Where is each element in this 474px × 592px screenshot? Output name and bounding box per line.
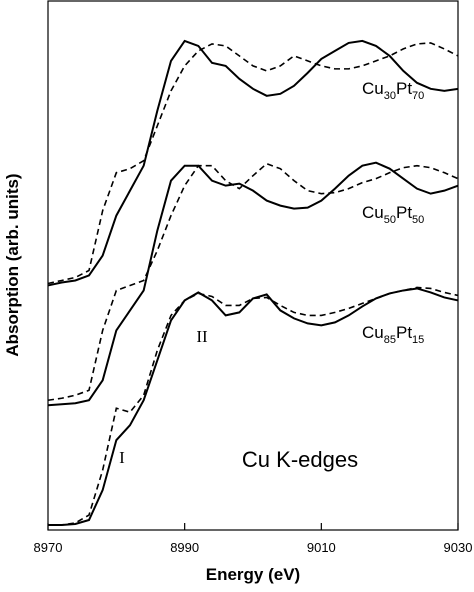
y-axis-title: Absorption (arb. units) bbox=[3, 173, 22, 356]
x-tick-label: 9010 bbox=[307, 540, 336, 555]
annotation: Cu K-edges bbox=[242, 447, 358, 472]
dashed-line bbox=[48, 286, 459, 526]
subscript: 30 bbox=[384, 90, 396, 102]
element: Cu bbox=[362, 203, 384, 222]
x-tick-label: 8990 bbox=[170, 540, 199, 555]
subscript: 50 bbox=[384, 214, 396, 226]
subscript: 15 bbox=[412, 334, 424, 346]
sample-label: Cu50Pt50 bbox=[362, 203, 424, 226]
solid-line bbox=[47, 161, 459, 407]
dashed-line bbox=[47, 42, 459, 285]
subscript: 70 bbox=[412, 90, 424, 102]
element: Cu bbox=[362, 79, 384, 98]
subscript: 50 bbox=[412, 214, 424, 226]
element: Pt bbox=[396, 203, 412, 222]
sample-label: Cu85Pt15 bbox=[362, 323, 424, 346]
plot-frame bbox=[47, 0, 459, 531]
x-tick-label: 8970 bbox=[34, 540, 63, 555]
dashed-line bbox=[47, 162, 459, 402]
element: Cu bbox=[362, 323, 384, 342]
x-axis-title: Energy (eV) bbox=[206, 565, 300, 584]
solid-line bbox=[47, 39, 459, 287]
annotation: II bbox=[196, 327, 208, 346]
subscript: 85 bbox=[384, 334, 396, 346]
element: Pt bbox=[396, 323, 412, 342]
annotation: I bbox=[119, 448, 125, 467]
element: Pt bbox=[396, 79, 412, 98]
sample-label: Cu30Pt70 bbox=[362, 79, 424, 102]
x-tick-label: 9030 bbox=[444, 540, 473, 555]
